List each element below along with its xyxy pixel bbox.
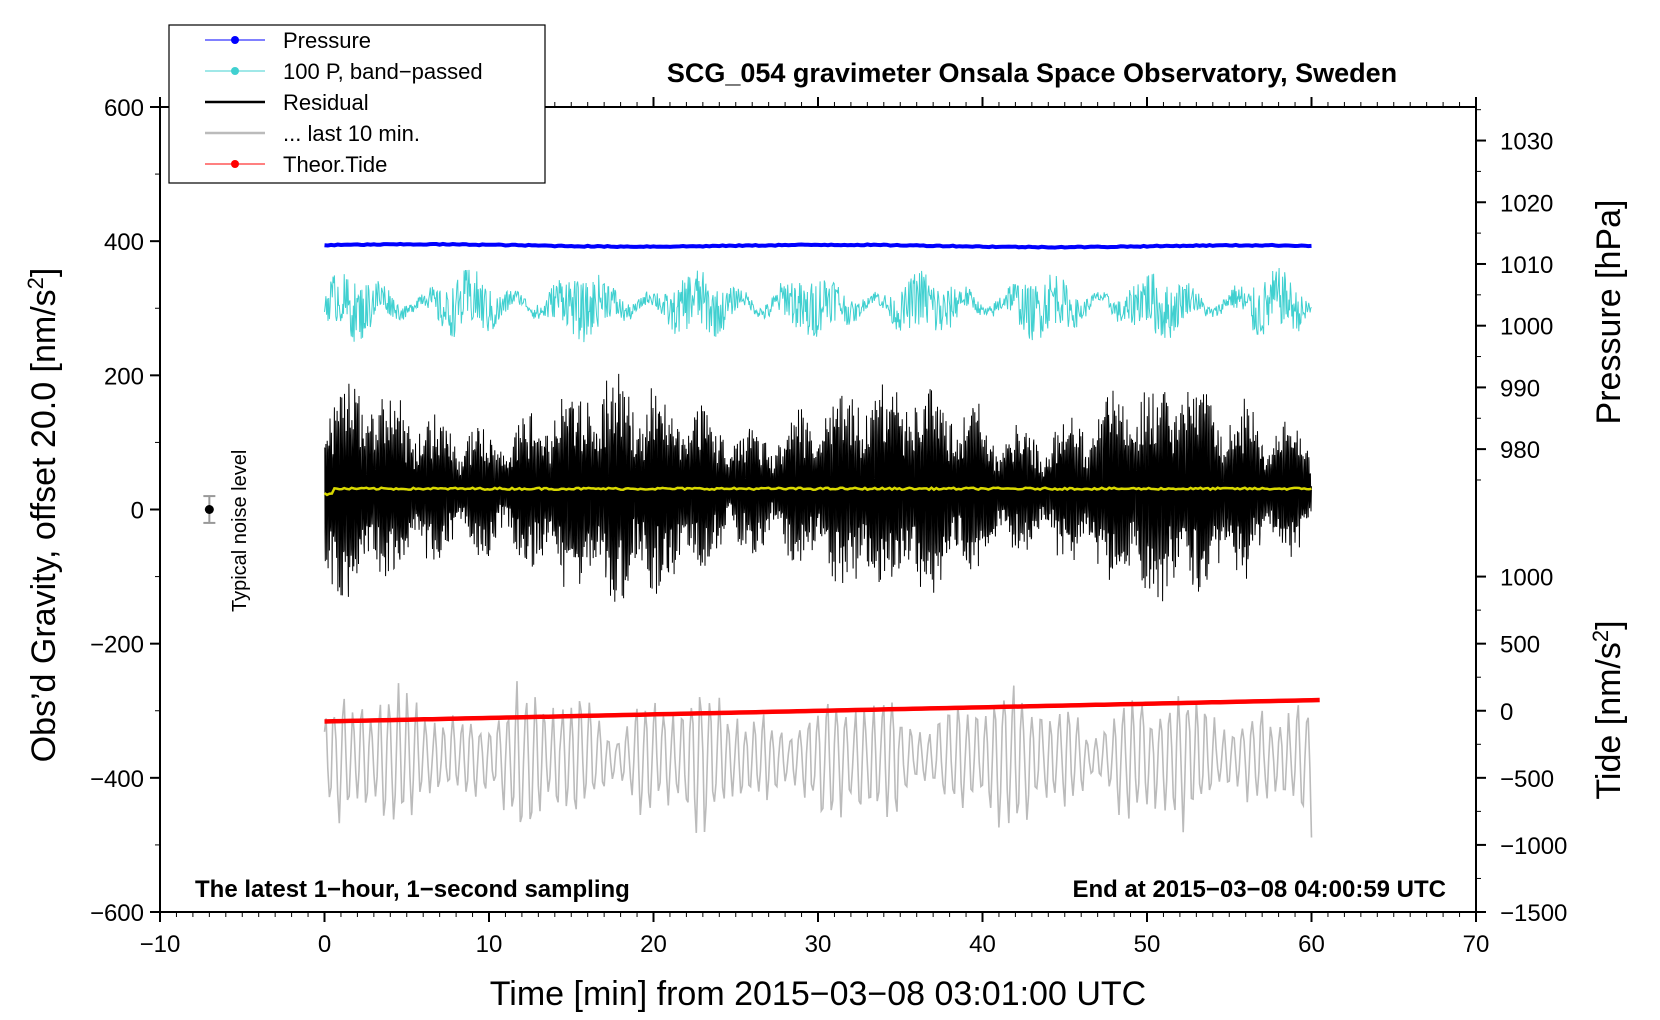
x-tick-label: −10	[140, 931, 181, 958]
legend-label: ... last 10 min.	[283, 121, 420, 146]
pressure-tick-label: 980	[1500, 437, 1540, 464]
annotation-sampling: The latest 1−hour, 1−second sampling	[195, 876, 630, 903]
tide-tick-label: 0	[1500, 699, 1513, 726]
y-tick-label: 400	[104, 229, 144, 256]
y-axis-title-text: Obs’d Gravity, offset 20.0 [nm/s	[25, 289, 63, 762]
tide-tick-label: 1000	[1500, 565, 1553, 592]
mean-series	[323, 486, 1312, 497]
noise-label: Typical noise level	[229, 450, 251, 612]
x-tick-label: 20	[640, 931, 667, 958]
legend-box	[168, 24, 546, 184]
y-axis-title: Obs’d Gravity, offset 20.0 [nm/s2]	[23, 268, 63, 763]
tide-tick-label: −500	[1500, 766, 1554, 793]
tide-series	[324, 697, 1320, 724]
x-tick-label: 50	[1134, 931, 1161, 958]
y-tick-label: 200	[104, 363, 144, 390]
y-tick-label: −400	[90, 766, 144, 793]
tide-axis-ticks: 1000 500 0 −500 −1000 −1500	[1476, 565, 1567, 927]
y-axis-ticks: 600 400 200 0 −200 −400 −600	[90, 95, 160, 927]
y-tick-label: −600	[90, 900, 144, 927]
legend-entries: Pressure 100 P, band−passed Residual ... la…	[205, 28, 483, 177]
x-tick-label: 70	[1463, 931, 1490, 958]
y-tick-label: −200	[90, 632, 144, 659]
x-tick-label: 10	[476, 931, 503, 958]
legend-marker	[231, 36, 239, 44]
tide-axis-title-text: Tide [nm/s	[1590, 642, 1628, 799]
tide-tick-label: 500	[1500, 632, 1540, 659]
tide-axis-title: Tide [nm/s2]	[1588, 620, 1628, 799]
chart-title: SCG_054 gravimeter Onsala Space Observat…	[667, 58, 1397, 88]
pressure-tick-label: 1010	[1500, 252, 1553, 279]
pressure-axis-title: Pressure [hPa]	[1590, 200, 1628, 425]
annotation-end-time: End at 2015−03−08 04:00:59 UTC	[1072, 876, 1446, 903]
legend: Pressure 100 P, band−passed Residual ... la…	[168, 24, 546, 184]
y-axis-title-end: ]	[25, 268, 63, 277]
y-tick-label: 600	[104, 95, 144, 122]
pressure-series	[324, 241, 1312, 250]
pressure-tick-label: 1030	[1500, 129, 1553, 156]
legend-marker	[231, 160, 239, 168]
pressure-axis-ticks: 1030 1020 1010 1000 990 980	[1476, 109, 1553, 481]
band-passed-series	[324, 267, 1312, 343]
legend-label: Theor.Tide	[283, 152, 387, 177]
x-tick-label: 30	[805, 931, 832, 958]
tide-axis-title-end: ]	[1590, 620, 1628, 629]
x-tick-label: 0	[318, 931, 331, 958]
x-tick-label: 60	[1298, 931, 1325, 958]
legend-label: Pressure	[283, 28, 371, 53]
tide-tick-label: −1000	[1500, 833, 1567, 860]
x-axis-ticks: −10 0 10 20 30 40 50 60 70	[140, 97, 1490, 958]
noise-marker	[203, 495, 216, 524]
series-layer	[323, 241, 1320, 838]
legend-label: 100 P, band−passed	[283, 59, 483, 84]
x-axis-title: Time [min] from 2015−03−08 03:01:00 UTC	[490, 975, 1146, 1013]
legend-marker	[231, 67, 239, 75]
x-tick-label: 40	[969, 931, 996, 958]
tide-tick-label: −1500	[1500, 900, 1567, 927]
pressure-tick-label: 1020	[1500, 190, 1553, 217]
y-tick-label: 0	[131, 498, 144, 525]
pressure-tick-label: 990	[1500, 375, 1540, 402]
pressure-tick-label: 1000	[1500, 314, 1553, 341]
noise-point	[204, 505, 214, 514]
legend-label: Residual	[283, 90, 369, 115]
residual-series	[324, 373, 1312, 602]
tide-axis-title-sup: 2	[1588, 630, 1613, 642]
last-10-min-series	[323, 681, 1313, 838]
y-axis-title-sup: 2	[23, 277, 48, 289]
